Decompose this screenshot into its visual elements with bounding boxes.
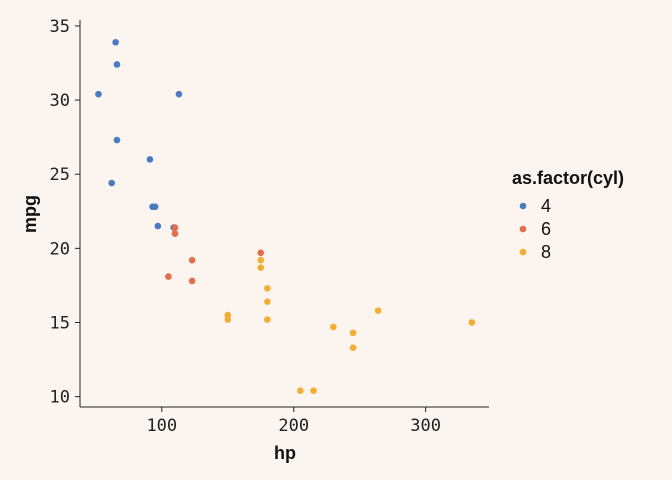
data-point-cyl-6 (171, 224, 179, 231)
y-axis-title: mpg (20, 195, 40, 233)
data-point-cyl-4 (113, 61, 121, 68)
x-ticks: 100 200 300 (146, 407, 441, 436)
data-point-cyl-4 (154, 222, 162, 230)
data-point-cyl-4 (175, 90, 183, 98)
data-point-cyl-4 (95, 90, 102, 98)
data-point-cyl-6 (171, 230, 179, 237)
legend-label-4: 4 (541, 196, 551, 216)
y-tick-label: 15 (50, 313, 70, 333)
data-point-cyl-8 (349, 329, 357, 337)
y-ticks: 10 15 20 25 30 35 (50, 17, 80, 408)
legend: as.factor(cyl) 4 6 8 (512, 168, 624, 262)
y-tick-label: 25 (50, 165, 70, 185)
legend-label-8: 8 (541, 242, 551, 262)
data-point-cyl-8 (374, 307, 382, 314)
plot-area: 100 200 300 10 15 20 25 30 35 (50, 17, 489, 436)
data-point-cyl-8 (297, 387, 304, 394)
x-tick-label: 300 (410, 416, 441, 436)
data-point-cyl-8 (257, 256, 265, 264)
data-point-cyl-8 (257, 264, 265, 271)
data-point-cyl-8 (330, 323, 337, 331)
legend-key-8 (519, 248, 527, 256)
x-tick-label: 200 (278, 416, 309, 436)
y-tick-label: 20 (50, 239, 70, 259)
data-point-cyl-8 (264, 298, 271, 306)
data-point-cyl-8 (264, 285, 271, 292)
legend-title: as.factor(cyl) (512, 168, 624, 188)
data-point-cyl-4 (112, 38, 119, 46)
data-point-cyl-8 (224, 316, 232, 323)
data-point-cyl-4 (151, 203, 159, 211)
data-points (95, 38, 476, 394)
legend-items: 4 6 8 (519, 196, 551, 262)
data-point-cyl-6 (188, 256, 196, 264)
x-axis-title: hp (274, 443, 296, 463)
data-point-cyl-4 (113, 136, 121, 144)
legend-label-6: 6 (541, 219, 551, 239)
data-point-cyl-6 (165, 273, 172, 280)
data-point-cyl-8 (310, 387, 317, 394)
data-point-cyl-8 (264, 316, 271, 323)
y-tick-label: 30 (50, 91, 70, 111)
data-point-cyl-8 (349, 344, 357, 351)
legend-key-4 (519, 202, 527, 210)
data-point-cyl-4 (108, 179, 115, 187)
data-point-cyl-6 (188, 277, 196, 285)
y-tick-label: 10 (50, 388, 70, 408)
x-tick-label: 100 (146, 416, 177, 436)
data-point-cyl-4 (146, 156, 154, 163)
data-point-cyl-6 (257, 249, 265, 257)
y-tick-label: 35 (50, 17, 70, 37)
data-point-cyl-8 (468, 319, 476, 326)
legend-key-6 (519, 225, 527, 233)
